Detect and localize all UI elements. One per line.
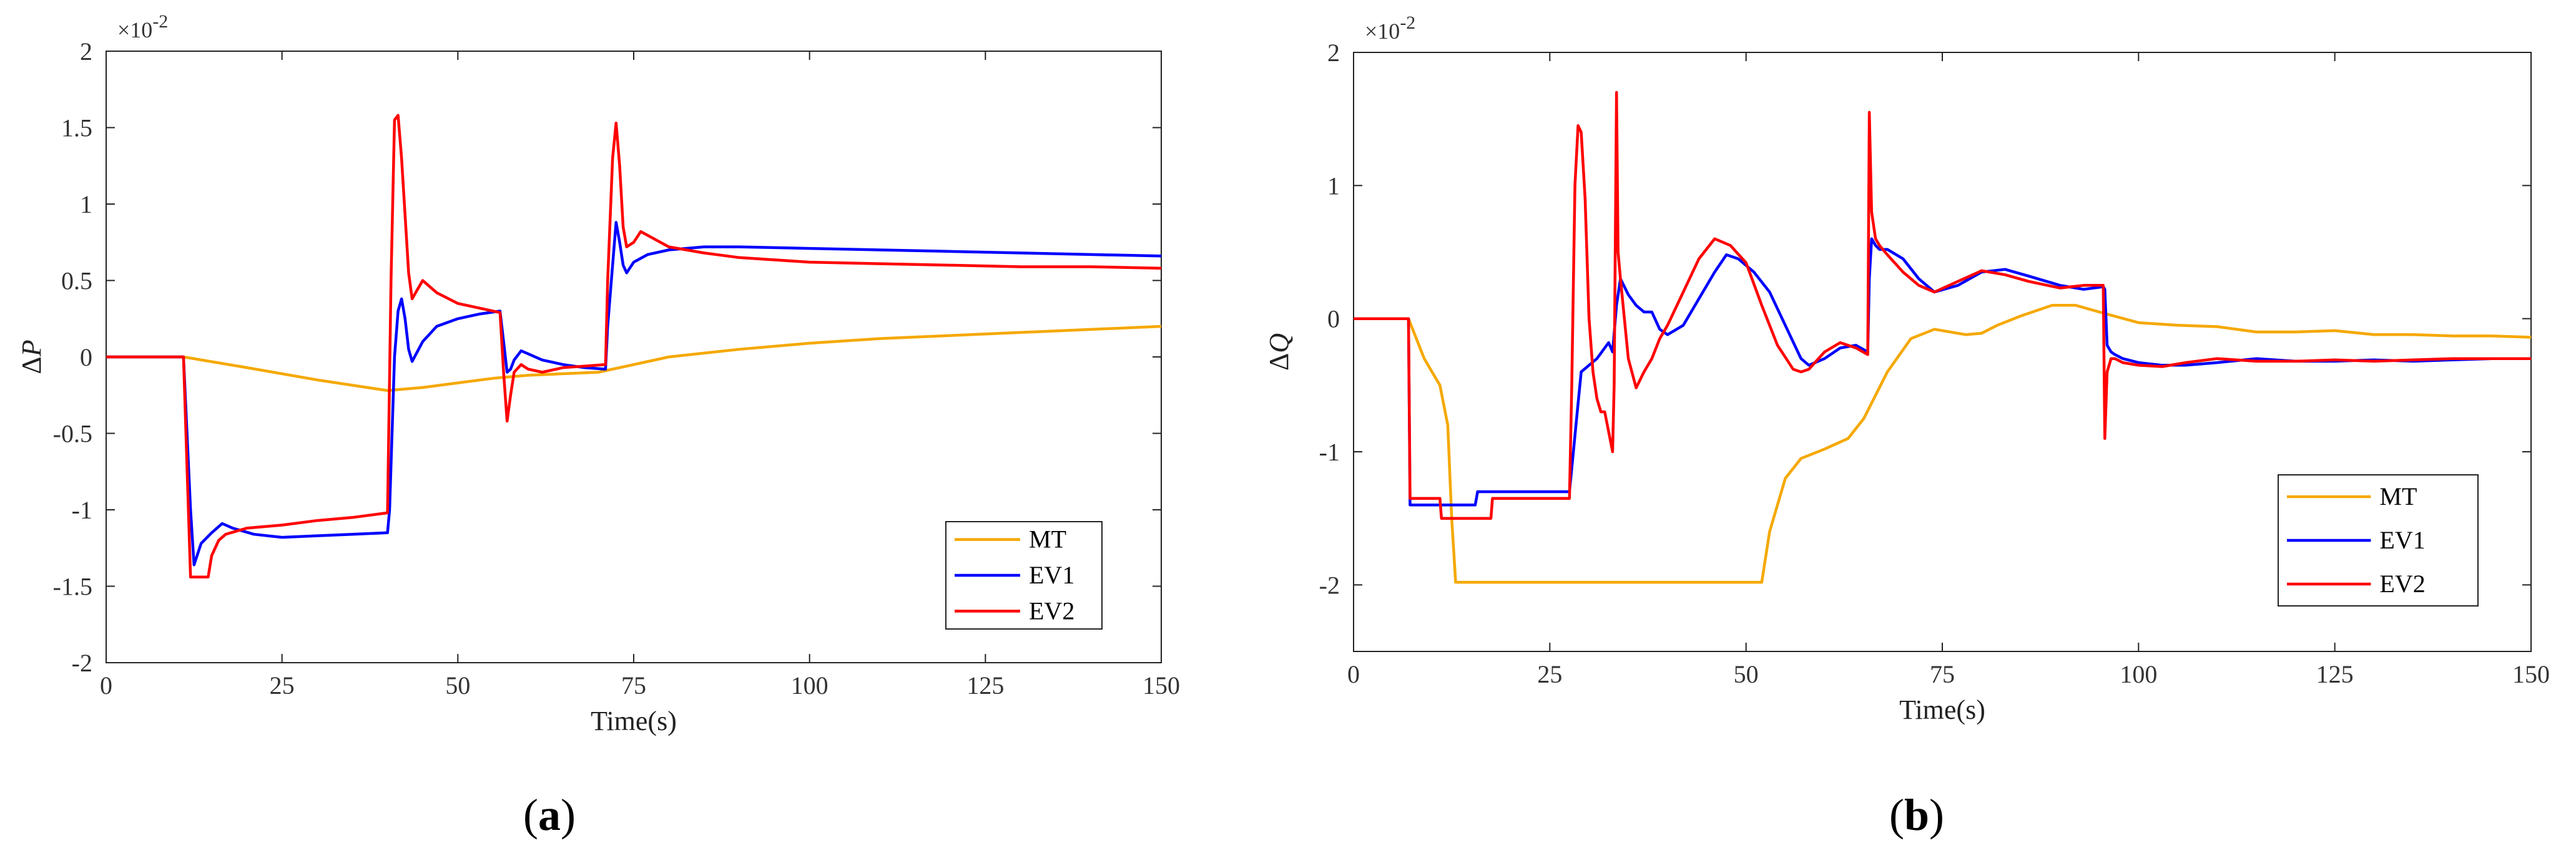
y-tick-label: -2: [72, 649, 92, 677]
x-tick-label: 75: [621, 671, 646, 699]
y-tick-label: 0: [80, 343, 92, 371]
x-tick-label: 50: [445, 671, 470, 699]
panel-label: (a): [523, 790, 576, 840]
legend-label-ev2: EV2: [2379, 570, 2425, 598]
y-tick-label: 1.5: [61, 114, 92, 142]
x-tick-label: 100: [2120, 660, 2157, 688]
legend-label-ev1: EV1: [2379, 526, 2425, 554]
legend-label-mt: MT: [1029, 525, 1066, 553]
x-tick-label: 25: [1537, 660, 1562, 688]
series-group: [106, 114, 1161, 579]
x-tick-label: 50: [1734, 660, 1759, 688]
legend: MT EV1 EV2: [945, 521, 1103, 630]
x-tick-label: 100: [791, 671, 828, 699]
legend-label-ev1: EV1: [1029, 561, 1074, 589]
y-tick-label: 0: [1327, 305, 1340, 333]
x-tick-label: 0: [100, 671, 112, 699]
legend-label-ev2: EV2: [1029, 597, 1074, 625]
y-tick-label: 1: [80, 190, 92, 218]
panel-a-chart: 0 25 50 75 100 125 150 -2 -1.5 -1 -0.5 0 0.5 1 1.5 2 ×10…: [16, 11, 1180, 840]
x-tick-label: 125: [966, 671, 1004, 699]
y-tick-label: 2: [1327, 39, 1340, 67]
y-tick-label: -1.5: [53, 573, 92, 601]
series-line-ev1: [106, 221, 1161, 567]
x-tick-label: 25: [270, 671, 295, 699]
y-exponent-label: ×10-2: [117, 11, 168, 42]
y-axis-label: ΔQ: [1264, 333, 1294, 371]
series-line-mt: [106, 324, 1161, 392]
x-tick-label: 150: [2512, 660, 2550, 688]
x-tick-label: 75: [1930, 660, 1955, 688]
x-tick-label: 0: [1347, 660, 1360, 688]
series-group: [1354, 90, 2531, 584]
y-tick-label: -1: [72, 496, 92, 524]
y-tick-label: 0.5: [61, 267, 92, 295]
panel-b-chart: 0 25 50 75 100 125 150 -2 -1 0 1 2 ×10-2 Time(s) ΔQ MT E…: [1264, 12, 2550, 840]
x-axis-label: Time(s): [1899, 695, 1985, 725]
x-axis-label: Time(s): [591, 706, 677, 736]
y-axis-label: ΔP: [16, 339, 47, 374]
legend: MT EV1 EV2: [2278, 474, 2479, 607]
legend-label-mt: MT: [2379, 482, 2417, 510]
y-tick-label: 2: [80, 37, 92, 66]
y-exponent-label: ×10-2: [1365, 12, 1415, 44]
series-line-ev2: [106, 114, 1161, 579]
series-line-ev2: [1354, 90, 2531, 520]
y-tick-label: -0.5: [53, 420, 92, 448]
y-tick-label: -1: [1319, 438, 1340, 466]
x-tick-label: 150: [1143, 671, 1180, 699]
y-tick-label: 1: [1327, 172, 1340, 200]
series-line-mt: [1354, 304, 2531, 584]
panel-label: (b): [1889, 790, 1944, 840]
x-tick-label: 125: [2316, 660, 2354, 688]
y-tick-label: -2: [1319, 571, 1340, 599]
